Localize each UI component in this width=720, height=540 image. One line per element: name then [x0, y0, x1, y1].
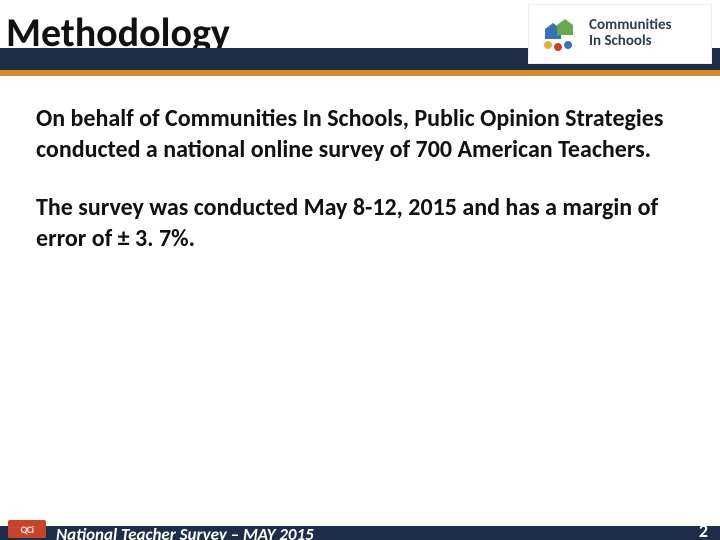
logo-text: Communities In Schools	[589, 18, 672, 50]
title-bar: Methodology Communities In Schools	[0, 0, 720, 66]
communities-in-schools-logo: Communities In Schools	[528, 4, 712, 64]
logo-mark-icon	[535, 11, 581, 57]
logo-line2: In Schools	[589, 34, 672, 50]
page-number: 2	[699, 520, 708, 540]
footer-title: National Teacher Survey – MAY 2015	[56, 524, 314, 540]
paragraph-2: The survey was conducted May 8-12, 2015 …	[36, 193, 684, 254]
body-copy: On behalf of Communities In Schools, Pub…	[36, 104, 684, 283]
orange-rule	[0, 70, 720, 76]
footer-left: QCi National Teacher Survey – MAY 2015	[8, 517, 314, 538]
footer-logo-icon: QCi	[8, 520, 46, 538]
footer-logo-text: QCi	[20, 523, 33, 536]
paragraph-1: On behalf of Communities In Schools, Pub…	[36, 104, 684, 165]
